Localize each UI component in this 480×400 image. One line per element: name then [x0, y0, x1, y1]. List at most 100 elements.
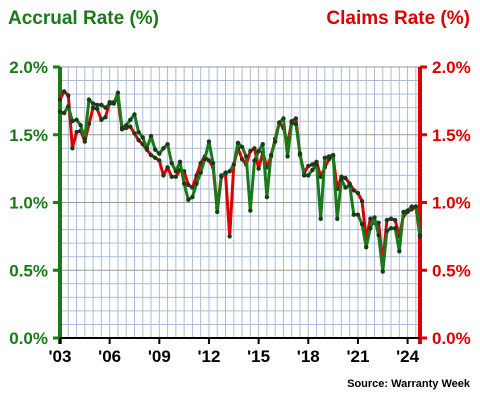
right-tick-label: 0.0% — [432, 329, 471, 348]
accrual-rate-point — [202, 156, 208, 162]
accrual-rate-point — [384, 228, 390, 234]
accrual-rate-point — [198, 170, 203, 175]
accrual-rate-point — [215, 209, 220, 215]
accrual-rate-point — [95, 102, 100, 108]
claims-rate-point — [66, 93, 71, 98]
left-tick-label: 2.0% — [9, 58, 48, 77]
accrual-rate-point — [169, 161, 174, 166]
accrual-rate-point — [223, 170, 228, 175]
accrual-rate-point — [99, 102, 104, 108]
accrual-rate-point — [206, 139, 212, 144]
claims-rate-point — [239, 156, 245, 162]
accrual-rate-point — [165, 142, 170, 147]
accrual-rate-point — [148, 133, 154, 139]
accrual-rate-point — [161, 146, 166, 151]
claims-rate-point — [206, 158, 212, 163]
claims-rate-point — [74, 129, 79, 135]
accrual-rate-point — [289, 120, 294, 125]
accrual-rate-point — [281, 116, 286, 121]
accrual-rate-point — [70, 119, 75, 124]
accrual-rate-point — [359, 221, 365, 227]
accrual-rate-point — [235, 140, 241, 146]
claims-rate-point — [256, 166, 261, 171]
accrual-rate-point — [111, 101, 116, 106]
claims-rate-point — [132, 131, 137, 136]
accrual-rate-point — [190, 194, 195, 200]
accrual-rate-point — [66, 104, 71, 109]
accrual-rate-point — [388, 226, 394, 231]
x-tick-label: '15 — [247, 347, 270, 366]
accrual-rate-point — [144, 146, 150, 151]
x-tick-label: '09 — [148, 347, 171, 366]
x-tick-label: '21 — [346, 347, 369, 366]
claims-rate-point — [61, 89, 67, 94]
claims-rate-point — [318, 174, 323, 179]
claims-rate-point — [169, 174, 174, 179]
claims-rate-point — [359, 198, 365, 204]
accrual-rate-point — [177, 159, 183, 165]
accrual-rate-point — [210, 161, 216, 166]
accrual-rate-point — [82, 136, 88, 142]
accrual-rate-point — [293, 121, 299, 127]
claims-rate-point — [103, 114, 108, 120]
accrual-rate-point — [78, 123, 83, 128]
claims-rate-point — [343, 175, 348, 181]
accrual-rate-point — [364, 245, 369, 250]
accrual-rate-point — [61, 110, 67, 116]
claims-rate-point — [306, 163, 311, 169]
left-tick-label: 0.5% — [9, 261, 48, 280]
right-tick-label: 1.0% — [432, 194, 471, 213]
accrual-rate-point — [252, 158, 257, 163]
claims-rate-point — [99, 117, 104, 123]
accrual-rate-point — [124, 123, 129, 128]
accrual-rate-point — [297, 151, 303, 156]
accrual-rate-point — [86, 97, 92, 102]
left-tick-label: 1.0% — [9, 194, 48, 213]
x-tick-label: '24 — [396, 347, 419, 366]
x-tick-label: '06 — [98, 347, 121, 366]
accrual-rate-point — [219, 174, 224, 179]
accrual-rate-point — [152, 147, 158, 152]
accrual-rate-line — [59, 91, 422, 274]
accrual-rate-point — [413, 204, 419, 209]
x-tick-label: '18 — [297, 347, 320, 366]
accrual-rate-point — [372, 215, 377, 220]
accrual-rate-point — [310, 167, 315, 173]
accrual-rate-point — [401, 209, 406, 215]
accrual-rate-point — [194, 181, 199, 186]
accrual-rate-point — [244, 154, 249, 159]
accrual-rate-point — [417, 232, 423, 238]
accrual-rate-point — [107, 101, 112, 106]
accrual-rate-point — [314, 162, 319, 167]
claims-rate-point — [161, 173, 166, 178]
accrual-rate-point — [136, 129, 141, 135]
accrual-rate-point — [376, 232, 381, 238]
claims-rate-point — [388, 216, 394, 221]
claims-rate-point — [310, 162, 315, 167]
accrual-rate-point — [306, 173, 311, 178]
claims-rate-point — [252, 146, 257, 151]
series-lines — [57, 89, 423, 274]
claims-rate-point — [355, 190, 361, 196]
accrual-rate-point — [181, 181, 187, 186]
accrual-rate-point — [285, 154, 290, 159]
claims-rate-point — [194, 173, 199, 178]
claims-rate-point — [186, 182, 191, 188]
accrual-rate-point — [239, 144, 245, 150]
accrual-rate-point — [368, 226, 373, 231]
claims-rate-point — [173, 174, 179, 179]
accrual-rate-point — [227, 169, 232, 174]
claims-rate-point — [148, 152, 154, 158]
claims-rate-point — [351, 188, 356, 193]
accrual-rate-point — [343, 185, 348, 190]
accrual-rate-point — [103, 105, 108, 110]
claims-rate-point — [227, 234, 232, 239]
claims-rate-point — [95, 106, 100, 112]
accrual-rate-point — [322, 155, 328, 160]
accrual-rate-point — [128, 117, 133, 123]
accrual-rate-point — [409, 204, 414, 209]
claims-rate-point — [57, 97, 63, 102]
left-tick-label: 1.5% — [9, 126, 48, 145]
accrual-rate-point — [380, 269, 385, 274]
